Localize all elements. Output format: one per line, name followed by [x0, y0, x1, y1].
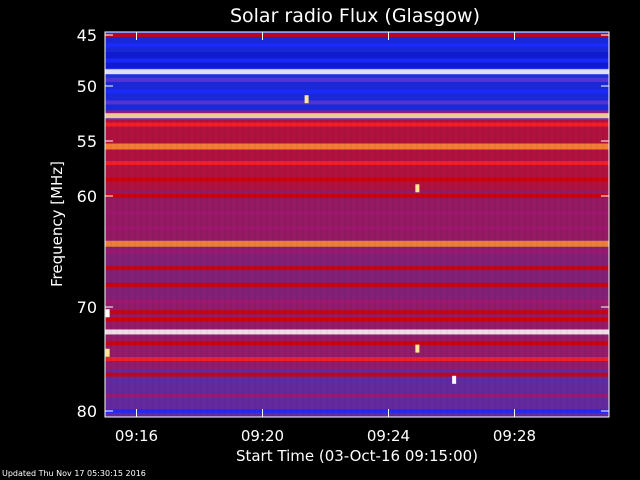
- frequency-band: [105, 58, 609, 63]
- burst-mark: [415, 344, 420, 353]
- y-tick-label: 45: [77, 26, 97, 45]
- frequency-band: [105, 122, 609, 127]
- background-band: [105, 78, 609, 112]
- frequency-bands: [104, 32, 609, 417]
- burst-mark: [304, 95, 309, 104]
- burst-mark: [415, 184, 420, 193]
- frequency-band: [105, 210, 609, 215]
- frequency-band: [105, 100, 609, 105]
- burst-markers: [105, 95, 457, 384]
- frequency-band: [105, 89, 609, 94]
- frequency-band: [105, 341, 609, 346]
- burst-mark: [452, 375, 457, 384]
- frequency-band: [105, 113, 609, 119]
- background-band: [105, 190, 609, 240]
- y-tick-label: 55: [77, 132, 97, 151]
- frequency-band: [105, 409, 609, 413]
- frequency-band: [105, 161, 609, 165]
- frequency-band: [105, 329, 609, 335]
- frequency-band: [105, 177, 609, 182]
- frequency-band: [105, 43, 609, 48]
- y-tick-label: 50: [77, 77, 97, 96]
- burst-mark: [105, 348, 110, 357]
- y-tick-label: 80: [77, 402, 97, 421]
- frequency-band: [105, 357, 609, 361]
- frequency-band: [105, 282, 609, 287]
- chart-title: Solar radio Flux (Glasgow): [230, 5, 480, 27]
- y-tick-label: 60: [77, 187, 97, 206]
- frequency-band: [105, 240, 609, 247]
- frequency-band: [105, 372, 609, 377]
- plot-frame: [104, 31, 610, 418]
- x-tick-label: 09:28: [493, 427, 536, 445]
- frequency-band: [105, 33, 609, 37]
- y-tick-label: 70: [77, 298, 97, 317]
- axes: 45 50 55 60 70 80 09:16 09:20 09:24 09:28: [77, 26, 610, 445]
- frequency-band: [105, 226, 609, 231]
- y-axis-label: Frequency [MHz]: [48, 161, 66, 287]
- frequency-band: [105, 249, 609, 254]
- frequency-band: [105, 143, 609, 150]
- x-tick-label: 09:16: [115, 427, 158, 445]
- frequency-band: [105, 69, 609, 75]
- burst-mark: [105, 309, 110, 318]
- frequency-band: [105, 317, 609, 322]
- x-axis-label: Start Time (03-Oct-16 09:15:00): [236, 447, 478, 465]
- frequency-band: [105, 77, 609, 82]
- x-tick-label: 09:20: [241, 427, 284, 445]
- updated-timestamp: Updated Thu Nov 17 05:30:15 2016: [2, 469, 146, 478]
- frequency-band: [105, 393, 609, 398]
- frequency-band: [105, 194, 609, 198]
- frequency-band: [105, 266, 609, 271]
- frequency-band: [105, 299, 609, 304]
- x-tick-label: 09:24: [367, 427, 410, 445]
- frequency-band: [105, 310, 609, 315]
- frequency-band: [105, 110, 609, 115]
